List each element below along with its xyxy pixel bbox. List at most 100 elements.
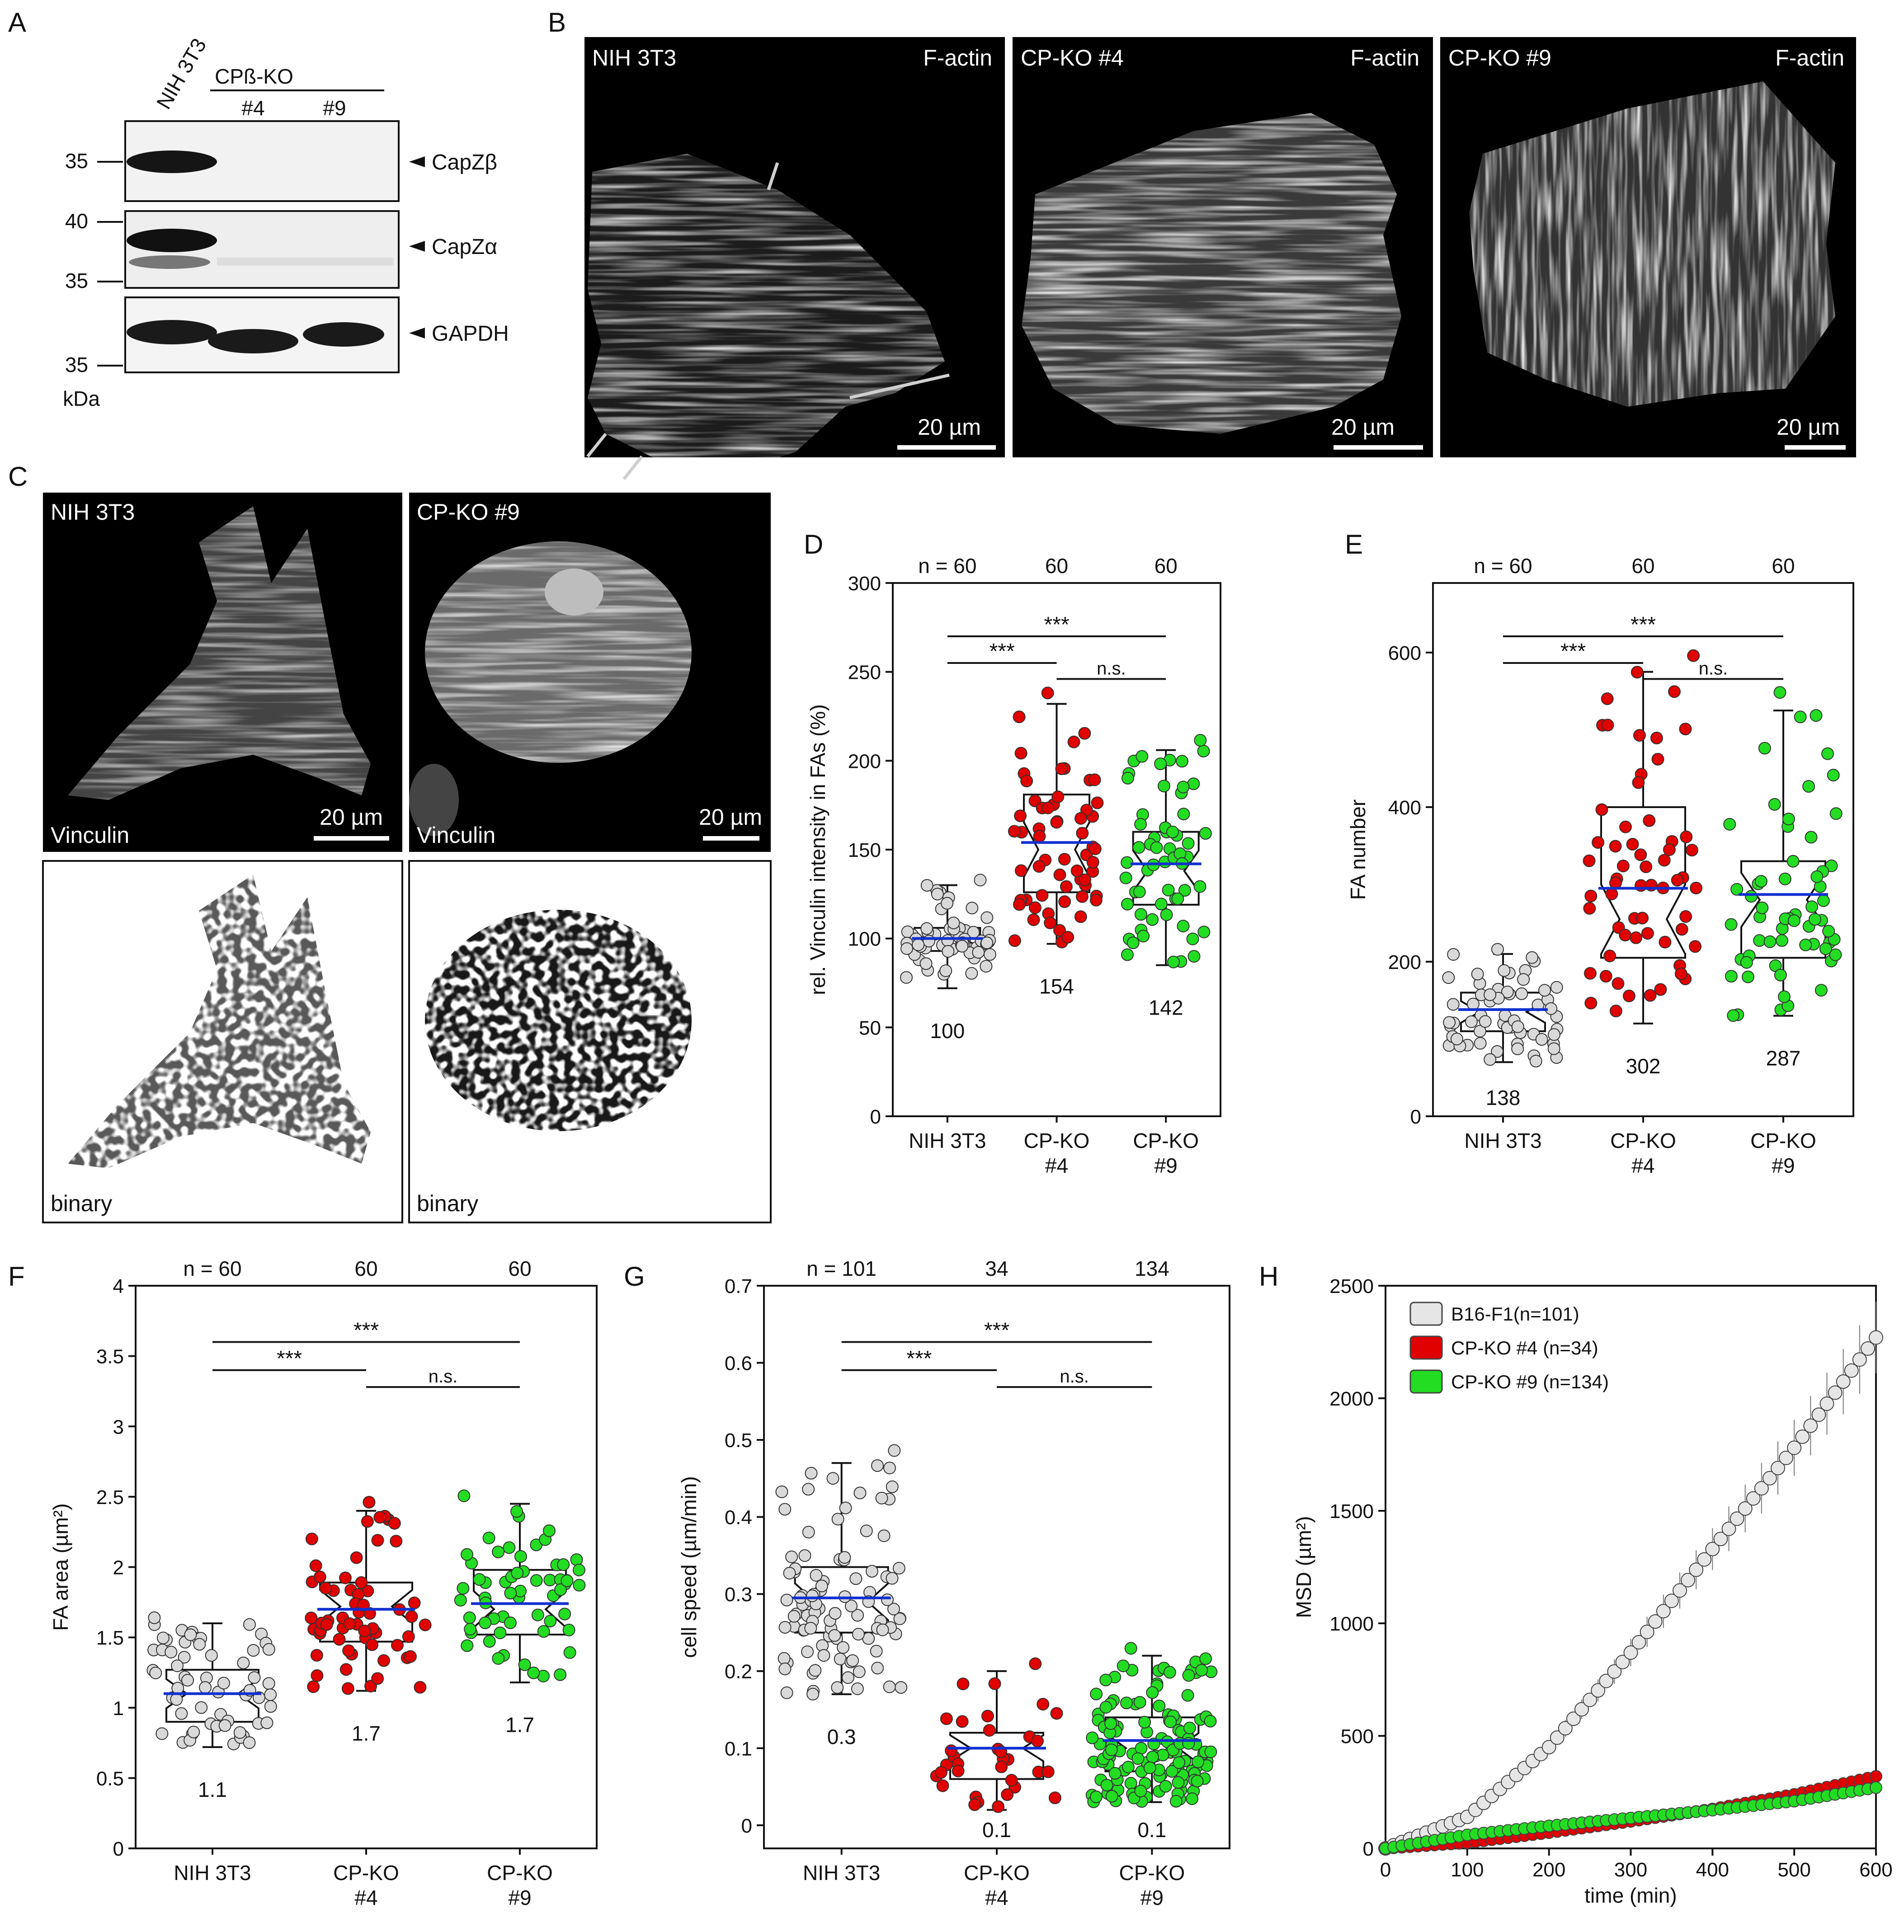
data-point — [1089, 893, 1103, 907]
n-label: 60 — [1155, 554, 1178, 578]
data-point — [834, 1653, 847, 1666]
band-gapdh-9 — [303, 322, 384, 347]
data-point — [923, 935, 936, 948]
y-axis-label: FA area (µm²) — [49, 1503, 72, 1631]
data-point — [1037, 1697, 1050, 1711]
data-point — [1725, 970, 1738, 983]
chart-g-cell-speed: 0 0.1 0.2 0.3 0.4 0.5 0.6 0.7 cell speed (µm/min… — [677, 1257, 1230, 1909]
data-point — [1157, 780, 1170, 793]
data-point — [892, 1562, 905, 1575]
y-tick-label: 150 — [848, 839, 881, 861]
data-point — [419, 1618, 432, 1631]
data-point — [912, 938, 925, 951]
data-point — [531, 1608, 544, 1622]
data-point — [839, 1501, 852, 1514]
data-point — [851, 1609, 864, 1622]
data-point — [537, 1625, 550, 1638]
data-point — [1779, 1450, 1794, 1465]
y-tick-label: 250 — [848, 662, 881, 684]
x-tick-label: 100 — [1451, 1859, 1484, 1881]
panel-c: C NIH 3T3 Vinculin 20 µm CP-KO #9 Vincul… — [8, 461, 772, 1223]
x-tick-label: 300 — [1614, 1859, 1647, 1881]
x-category-label: #4 — [1045, 1154, 1068, 1177]
label-c-binary-2: binary — [417, 1191, 478, 1216]
data-point — [311, 1669, 324, 1682]
y-tick-label: 2.5 — [96, 1486, 124, 1509]
data-point — [1633, 729, 1646, 742]
data-point — [1671, 874, 1684, 887]
data-point — [1745, 890, 1758, 903]
data-point — [1027, 913, 1040, 926]
data-point — [1535, 1033, 1548, 1046]
y-tick-label: 0 — [870, 1106, 881, 1128]
data-point — [148, 1611, 161, 1624]
data-point — [841, 1671, 854, 1684]
data-point — [838, 1551, 851, 1564]
y-tick-label: 0.5 — [96, 1767, 124, 1790]
legend-swatch — [1409, 1369, 1443, 1394]
data-point — [1609, 1005, 1622, 1018]
data-point — [1663, 843, 1676, 856]
y-tick-label: 0.5 — [725, 1429, 752, 1452]
data-point — [1154, 757, 1167, 771]
data-point — [1194, 734, 1207, 747]
band-label-capza: CapZα — [432, 235, 497, 259]
data-point — [171, 1659, 184, 1672]
data-point — [860, 1524, 873, 1537]
n-label: 34 — [985, 1257, 1008, 1280]
x-category-label: NIH 3T3 — [1464, 1129, 1541, 1152]
x-category-label: #4 — [1631, 1154, 1654, 1177]
data-point — [829, 1607, 842, 1620]
x-category-label: CP-KO — [1610, 1129, 1676, 1152]
data-point — [952, 1764, 965, 1777]
data-point — [1465, 1015, 1478, 1028]
data-point — [405, 1610, 418, 1623]
data-point — [1810, 870, 1824, 883]
significance-label: *** — [906, 1347, 932, 1371]
data-point — [1137, 930, 1150, 943]
scale-bar — [1334, 445, 1423, 450]
mw-35-b: 35 — [65, 269, 88, 292]
data-point — [1753, 934, 1766, 947]
data-point — [402, 1630, 415, 1643]
x-category-label: CP-KO — [487, 1861, 553, 1885]
data-point — [310, 1649, 323, 1662]
data-point — [965, 967, 978, 980]
data-point — [1013, 898, 1026, 911]
data-point — [1197, 744, 1210, 757]
data-point — [414, 1681, 427, 1694]
data-point — [1808, 913, 1821, 926]
data-point — [1592, 836, 1605, 849]
data-point — [778, 1662, 792, 1675]
data-point — [1615, 1655, 1630, 1669]
data-point — [1204, 1745, 1217, 1758]
data-point — [1612, 977, 1625, 990]
y-tick-label: 4 — [113, 1275, 124, 1297]
data-point — [1041, 686, 1054, 700]
data-point — [1517, 973, 1530, 986]
n-label: 60 — [354, 1257, 377, 1280]
data-point — [1821, 747, 1834, 760]
data-point — [1630, 931, 1643, 945]
data-point — [1754, 875, 1767, 888]
data-point — [1599, 970, 1612, 983]
data-point — [1167, 955, 1180, 968]
data-point — [1120, 1697, 1133, 1710]
data-point — [983, 1724, 996, 1737]
y-tick-label: 1.5 — [96, 1627, 124, 1649]
y-tick-label: 200 — [848, 750, 881, 772]
data-point — [1173, 1756, 1186, 1769]
significance-label: n.s. — [1097, 658, 1126, 678]
data-point — [342, 1644, 355, 1657]
y-axis-label: FA number — [1346, 799, 1370, 900]
data-point — [373, 1511, 386, 1524]
x-category-label: #9 — [508, 1886, 531, 1909]
data-point — [1619, 929, 1632, 942]
data-point — [1105, 1743, 1118, 1756]
label-b-ko4-stain: F-actin — [1350, 45, 1419, 71]
band-label-gapdh: GAPDH — [432, 322, 509, 346]
data-point — [1146, 1750, 1159, 1763]
band-capza-nih-upper — [127, 229, 217, 252]
data-point — [801, 1645, 814, 1658]
data-point — [544, 1615, 557, 1628]
